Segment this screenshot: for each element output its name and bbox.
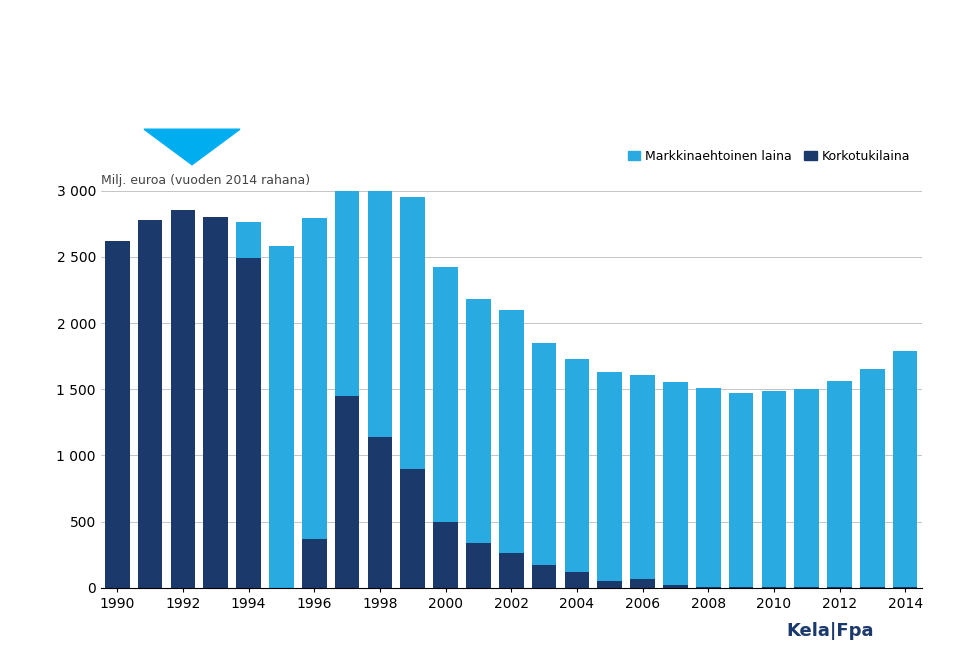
Bar [171,211,195,588]
Bar [564,572,589,588]
Bar [893,587,918,588]
Bar [400,197,425,469]
Bar [335,98,359,396]
Bar [532,565,557,588]
Bar [204,217,228,588]
Bar [729,587,754,588]
Text: Kela|Fpa: Kela|Fpa [786,621,874,640]
Bar [368,437,393,588]
Bar [269,246,294,588]
Bar [597,581,622,588]
Bar [696,388,721,587]
Bar [433,267,458,522]
Bar [630,375,655,579]
Bar [860,587,885,588]
Text: Milj. euroa (vuoden 2014 rahana): Milj. euroa (vuoden 2014 rahana) [101,174,310,187]
Bar [828,380,852,587]
Bar [564,359,589,572]
Legend: Markkinaehtoinen laina, Korkotukilaina: Markkinaehtoinen laina, Korkotukilaina [623,145,915,168]
Bar [893,351,918,587]
Bar [499,554,523,588]
Bar [301,218,326,539]
Bar [301,539,326,588]
Bar [663,382,687,585]
Bar [828,587,852,588]
Bar [794,587,819,588]
Bar [236,222,261,258]
Bar [729,393,754,587]
Bar [105,241,130,588]
Bar [236,258,261,588]
Bar [630,579,655,588]
Text: Valtion takaama opintolainakanta 1990–2014: Valtion takaama opintolainakanta 1990–20… [18,35,942,68]
Bar [860,370,885,587]
Bar [794,388,819,587]
Bar [532,343,557,565]
Bar [466,299,491,543]
Bar [761,391,786,587]
Bar [368,152,393,437]
Bar [761,587,786,588]
Bar [663,585,687,588]
Bar [597,372,622,581]
Bar [335,396,359,588]
Bar [137,220,162,588]
Bar [433,522,458,588]
Bar [696,587,721,588]
Bar [499,309,523,554]
Bar [466,543,491,588]
Bar [400,469,425,588]
